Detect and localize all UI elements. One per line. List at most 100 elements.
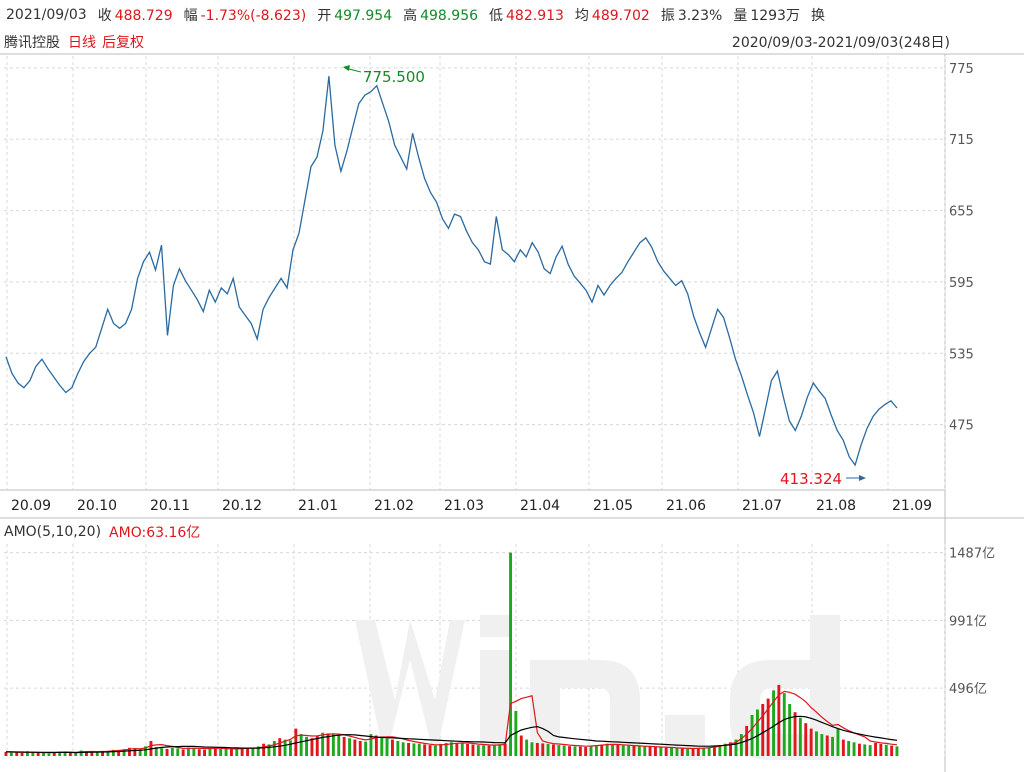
volume-bar xyxy=(670,747,673,756)
volume-bar xyxy=(798,717,802,756)
volume-indicator-label[interactable]: AMO(5,10,20) xyxy=(4,524,102,540)
volume-bar xyxy=(729,742,732,756)
volume-bar xyxy=(680,748,684,756)
x-tick-label: 21.05 xyxy=(593,498,633,514)
volume-bar xyxy=(219,748,223,756)
volume-bar xyxy=(423,744,427,756)
x-tick-label: 21.07 xyxy=(742,498,782,514)
volume-bar xyxy=(224,748,228,756)
volume-bar xyxy=(562,745,566,756)
volume-bar xyxy=(809,728,813,756)
amplitude-value: 3.23% xyxy=(677,8,723,24)
volume-bar xyxy=(9,752,13,756)
date-range: 2020/09/03-2021/09/03(248日) xyxy=(731,35,950,51)
volume-bar xyxy=(815,731,818,756)
volume-bar xyxy=(256,746,260,756)
chart-title-bar: 腾讯控股 日线 后复权 2020/09/03-2021/09/03(248日) xyxy=(0,30,950,54)
volume-bar xyxy=(482,745,486,756)
volume-bar xyxy=(262,743,266,756)
volume-bar xyxy=(52,752,56,756)
volume-bar xyxy=(627,745,631,756)
volume-bar xyxy=(632,745,636,756)
volume-bar xyxy=(841,739,845,756)
volume-bar xyxy=(122,749,126,756)
volume-bar xyxy=(723,743,727,756)
x-tick-label: 21.06 xyxy=(666,498,706,514)
volume-bar xyxy=(734,739,738,756)
volume-bar xyxy=(348,738,351,756)
max-price-label: 775.500 xyxy=(363,68,425,86)
stock-name: 腾讯控股 xyxy=(4,35,60,51)
volume-bar xyxy=(391,739,394,756)
volume-bar xyxy=(358,741,362,756)
volume-bar xyxy=(530,742,534,756)
volume-bar xyxy=(117,750,121,756)
volume-bar xyxy=(385,738,389,756)
volume-bar xyxy=(686,748,690,756)
volume-bar xyxy=(777,684,781,756)
volume-bar xyxy=(165,748,169,756)
price-plot: 775.500 413.324 xyxy=(5,65,898,488)
max-marker-head xyxy=(342,65,350,71)
volume-bar xyxy=(471,744,475,756)
volume-bar xyxy=(342,736,346,756)
volume-bar xyxy=(836,728,840,756)
volume-bar xyxy=(374,735,378,756)
x-tick-label: 20.11 xyxy=(150,498,190,514)
volume-bar xyxy=(557,745,561,756)
adjust-selector[interactable]: 后复权 xyxy=(102,35,144,51)
volume-bar xyxy=(299,734,303,756)
volume-bar xyxy=(509,552,512,756)
volume-bar xyxy=(26,751,29,756)
volume-bar xyxy=(144,746,147,756)
open-label: 开 xyxy=(317,8,332,24)
volume-bar xyxy=(235,747,239,756)
volume-bar xyxy=(820,734,824,756)
volume-bar xyxy=(772,690,775,756)
volume-bar xyxy=(267,744,271,756)
volume-bar xyxy=(546,744,550,756)
volume-bar xyxy=(176,748,180,756)
price-y-tick: 475 xyxy=(949,419,974,434)
high-value: 498.956 xyxy=(420,8,479,24)
volume-bar xyxy=(782,693,786,756)
low-label: 低 xyxy=(489,8,504,24)
volume-bar xyxy=(160,748,164,756)
volume-bar xyxy=(321,732,325,756)
change-value: -1.73%(-8.623) xyxy=(200,8,307,24)
volume-bar xyxy=(611,744,614,756)
volume-ma5-line xyxy=(5,690,898,754)
volume-bar xyxy=(90,751,94,756)
chart-axes: 775 715 655 595 535 475 1487亿 991亿 496亿 20.09 20.1… xyxy=(11,62,995,697)
volume-bar xyxy=(648,746,652,756)
volume-bar xyxy=(337,734,341,756)
volume-bar xyxy=(4,751,8,756)
volume-bar xyxy=(788,704,792,756)
volume-bar xyxy=(847,741,851,756)
avg-label: 均 xyxy=(574,8,589,24)
volume-indicator-value: AMO:63.16亿 xyxy=(109,525,201,541)
volume-bar xyxy=(879,744,883,756)
volume-bar xyxy=(289,740,292,756)
x-tick-label: 21.03 xyxy=(444,498,484,514)
period-selector[interactable]: 日线 xyxy=(68,35,96,51)
low-value: 482.913 xyxy=(506,8,564,24)
volume-bar xyxy=(15,752,19,756)
volume-bar xyxy=(85,751,88,756)
volume-bar xyxy=(756,709,759,756)
volume-bar xyxy=(20,753,24,756)
volume-bar xyxy=(659,747,663,756)
volume-bar xyxy=(240,748,244,756)
x-tick-label: 21.09 xyxy=(892,498,932,514)
volume-bar xyxy=(519,735,523,756)
volume-bar xyxy=(128,747,131,756)
volume-bar xyxy=(197,749,201,756)
chart-grid xyxy=(0,53,1024,772)
volume-bar xyxy=(637,746,641,756)
volume-bar xyxy=(874,743,877,756)
volume-bar xyxy=(460,743,464,756)
volume-bar xyxy=(396,741,400,756)
x-tick-label: 21.01 xyxy=(298,498,338,514)
volume-value: 1293万 xyxy=(750,8,800,24)
